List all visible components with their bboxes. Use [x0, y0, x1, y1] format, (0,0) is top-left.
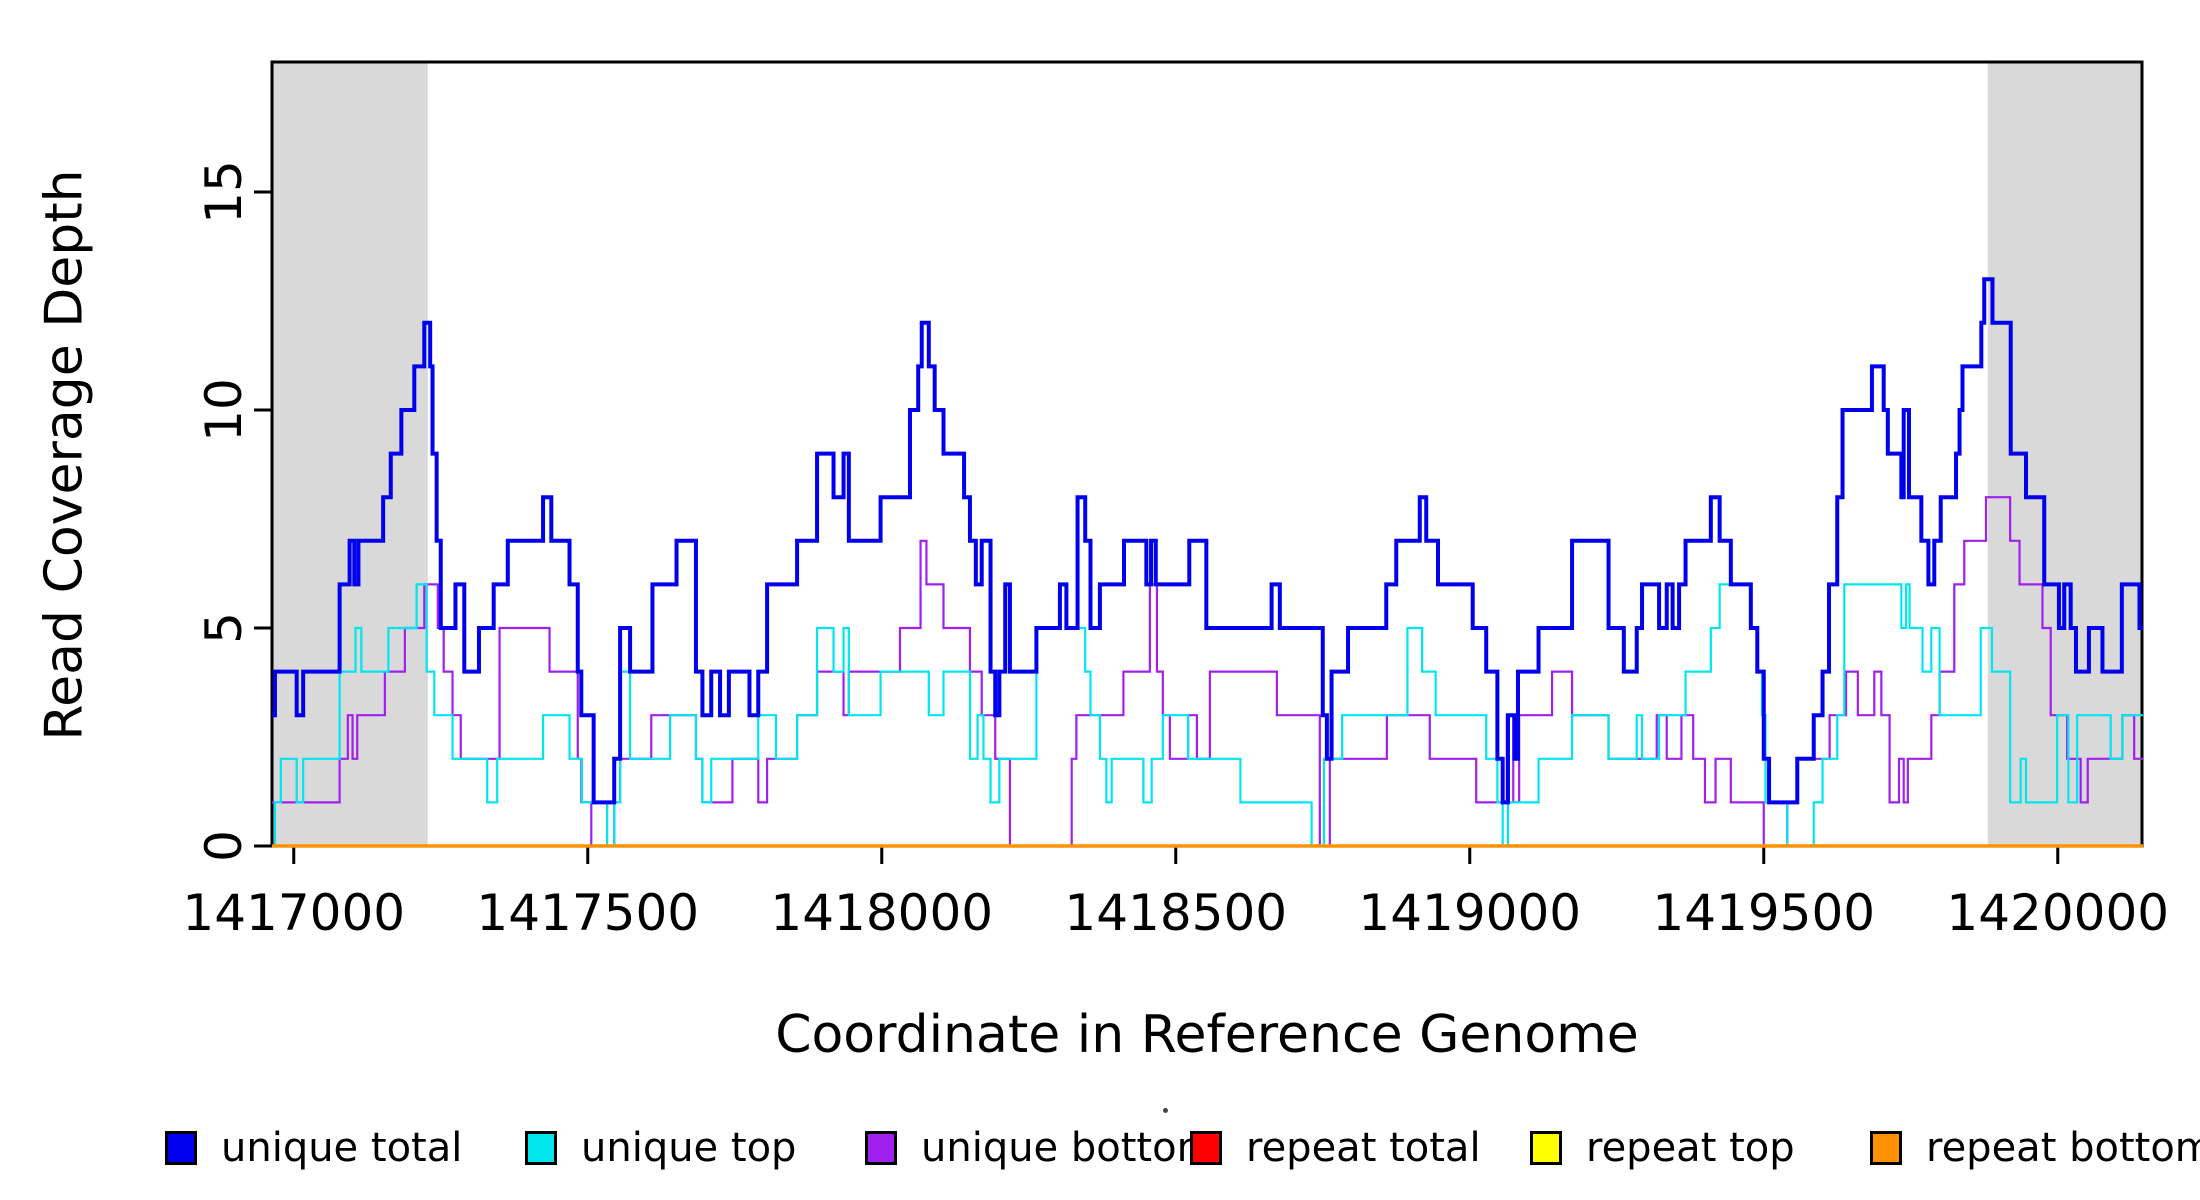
legend-item-unique-top: unique top — [525, 1108, 796, 1188]
legend-item-unique-bottom: unique bottom — [865, 1108, 1216, 1188]
x-axis-title: Coordinate in Reference Genome — [775, 1005, 1639, 1065]
svg-text:5: 5 — [195, 612, 253, 644]
repeat-bottom-swatch-icon — [1870, 1131, 1902, 1165]
svg-text:1420000: 1420000 — [1946, 884, 2169, 942]
svg-text:1418500: 1418500 — [1064, 884, 1287, 942]
stray-dot — [1163, 1108, 1168, 1113]
svg-text:1417000: 1417000 — [182, 884, 405, 942]
unique-bottom-swatch-icon — [865, 1131, 897, 1165]
svg-text:1419500: 1419500 — [1652, 884, 1875, 942]
legend-item-repeat-total: repeat total — [1190, 1108, 1481, 1188]
unique-total-swatch-icon — [165, 1131, 197, 1165]
unique-top-swatch-icon — [525, 1131, 557, 1165]
repeat-top-swatch-icon — [1530, 1131, 1562, 1165]
svg-text:0: 0 — [195, 830, 253, 862]
legend-item-repeat-bottom: repeat bottom — [1870, 1108, 2200, 1188]
svg-text:15: 15 — [195, 160, 253, 224]
svg-text:1418000: 1418000 — [770, 884, 993, 942]
legend: unique total unique top unique bottom re… — [0, 1108, 2200, 1188]
svg-text:1419000: 1419000 — [1358, 884, 1581, 942]
legend-item-unique-total: unique total — [165, 1108, 462, 1188]
repeat-total-swatch-icon — [1190, 1131, 1222, 1165]
svg-text:10: 10 — [195, 378, 253, 442]
legend-item-repeat-top: repeat top — [1530, 1108, 1795, 1188]
svg-text:1417500: 1417500 — [476, 884, 699, 942]
